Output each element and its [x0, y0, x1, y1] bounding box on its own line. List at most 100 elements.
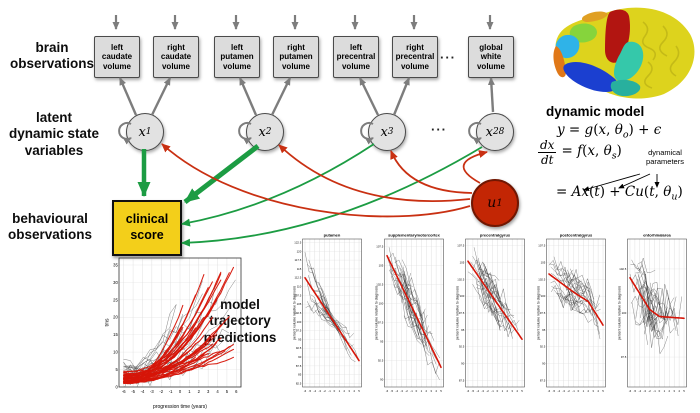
x-tick-label: 3: [592, 389, 594, 393]
x-tick-label: 2: [507, 389, 509, 393]
axis-labels: 97.5 100 102.5 -6 -5 -4 -3 -2 -1 0 1 2 3 4 5 entorhinal…: [618, 233, 686, 393]
y-tick-label: 90: [461, 361, 465, 365]
y-tick-label: 82.5: [296, 381, 302, 385]
x-tick-label: -6: [548, 389, 551, 393]
x-tick-label: 4: [678, 389, 680, 393]
y-tick-label: 92.5: [540, 345, 546, 349]
trend-lines: [304, 276, 360, 362]
loading-arrow-1: [150, 77, 172, 116]
node-label: x: [485, 124, 493, 140]
x-tick-label: -5: [472, 389, 475, 393]
y-tick-label: 10: [113, 350, 118, 355]
x-tick-label: 1: [583, 389, 585, 393]
x-tick-label: 2: [426, 389, 428, 393]
equation-observation: y = g(x, θo) + ϵ: [557, 122, 662, 141]
y-axis-label: percent volume relative to diagnosis: [618, 286, 622, 340]
y-tick-label: 105: [460, 261, 465, 265]
equation-dynamics: dx dt = f(x, θs): [538, 139, 622, 166]
spaghetti-lines: [629, 257, 682, 354]
obs-box-right-putamen: right putamen volume: [273, 36, 319, 78]
trend-lines: [629, 276, 685, 320]
obs-box-left-precentral: left precentral volume: [333, 36, 379, 78]
x-tick-label: -4: [558, 389, 561, 393]
x-tick-label: 4: [597, 389, 599, 393]
spaghetti-lines: [548, 256, 601, 340]
trend-lines: [548, 273, 604, 326]
axis-labels: 0 5 10 15 20 25 30 35 -6 -5 -4 -3 -2 -1 0 1 2 3 4 5 6 progres…: [105, 262, 238, 410]
x-tick-label: 5: [602, 389, 604, 393]
y-tick-label: 117.5: [295, 258, 302, 262]
x-tick-label: 3: [348, 389, 350, 393]
ellipsis-nodes: ···: [431, 122, 447, 137]
equation-dynamics-rhs: = f(x, θs): [561, 143, 622, 162]
x-tick-label: 1: [339, 389, 341, 393]
y-axis-label: percent volume relative to diagnosis: [375, 286, 379, 340]
x-tick-label: 2: [669, 389, 671, 393]
x-tick-label: -3: [318, 389, 321, 393]
x-tick-label: 0: [179, 389, 182, 394]
spaghetti-lines: [467, 247, 520, 339]
y-tick-label: 100: [379, 301, 384, 305]
y-axis-label: percent volume relative to diagnosis: [537, 286, 541, 340]
x-tick-label: 2: [344, 389, 346, 393]
x-tick-label: 1: [421, 389, 423, 393]
trend-lines: [386, 254, 442, 369]
spaghetti-lines: [304, 252, 360, 362]
y-tick-label: 97.5: [459, 311, 465, 315]
y-axis-label: percent volume relative to diagnosis: [456, 286, 460, 340]
row-label-behavioural-observations: behavioural observations: [7, 211, 93, 243]
y-tick-label: 87.5: [296, 364, 302, 368]
dynamical-parameters-label: dynamical parameters: [646, 148, 684, 166]
x-tick-label: -4: [141, 389, 145, 394]
x-tick-label: -2: [323, 389, 326, 393]
axes-frame: [627, 238, 687, 388]
y-axis-label: percent volume relative to diagnosis: [293, 286, 297, 340]
x-tick-label: -5: [634, 389, 637, 393]
x-tick-label: 1: [188, 389, 191, 394]
y-tick-label: 0: [115, 384, 118, 389]
loading-arrow-2: [238, 77, 258, 116]
obs-box-left-putamen: left putamen volume: [214, 36, 260, 78]
edge-x3-clinical: [181, 143, 375, 227]
x-tick-label: -4: [477, 389, 480, 393]
x-tick-label: 4: [516, 389, 518, 393]
x-tick-label: -5: [391, 389, 394, 393]
x-tick-label: 2: [588, 389, 590, 393]
x-tick-label: -1: [572, 389, 575, 393]
y-tick-label: 102.5: [619, 267, 626, 271]
y-tick-label: 97.5: [621, 355, 627, 359]
y-tick-label: 105: [379, 264, 384, 268]
y-tick-label: 87.5: [459, 378, 465, 382]
y-tick-label: 5: [115, 367, 118, 372]
x-tick-label: -3: [562, 389, 565, 393]
x-tick-label: 3: [511, 389, 513, 393]
loading-arrow-0: [118, 77, 138, 116]
x-tick-label: 0: [334, 389, 336, 393]
x-tick-label: -3: [150, 389, 154, 394]
x-tick-label: -6: [629, 389, 632, 393]
edge-x2-clinical: [183, 144, 260, 204]
x-tick-label: -1: [491, 389, 494, 393]
x-tick-label: 4: [435, 389, 437, 393]
x-tick-label: -2: [648, 389, 651, 393]
plot-title: postcentralgyrus: [560, 233, 593, 238]
x-tick-label: -5: [131, 389, 135, 394]
y-tick-label: 87.5: [540, 378, 546, 382]
node-label: x: [380, 124, 388, 140]
x-tick-label: 1: [502, 389, 504, 393]
y-tick-label: 85: [298, 373, 302, 377]
y-tick-label: 35: [113, 262, 118, 267]
y-axis-label: tms: [105, 318, 111, 327]
y-tick-label: 92.5: [459, 345, 465, 349]
x-axis-label: progression time (years): [153, 404, 207, 410]
y-tick-label: 95: [380, 339, 384, 343]
obs-box-right-caudate: right caudate volume: [153, 36, 199, 78]
y-tick-label: 107.5: [294, 293, 301, 297]
loading-arrow-6: [487, 77, 495, 113]
y-tick-label: 102.5: [457, 277, 464, 281]
y-tick-label: 90: [542, 361, 546, 365]
trend-lines: [123, 266, 235, 385]
